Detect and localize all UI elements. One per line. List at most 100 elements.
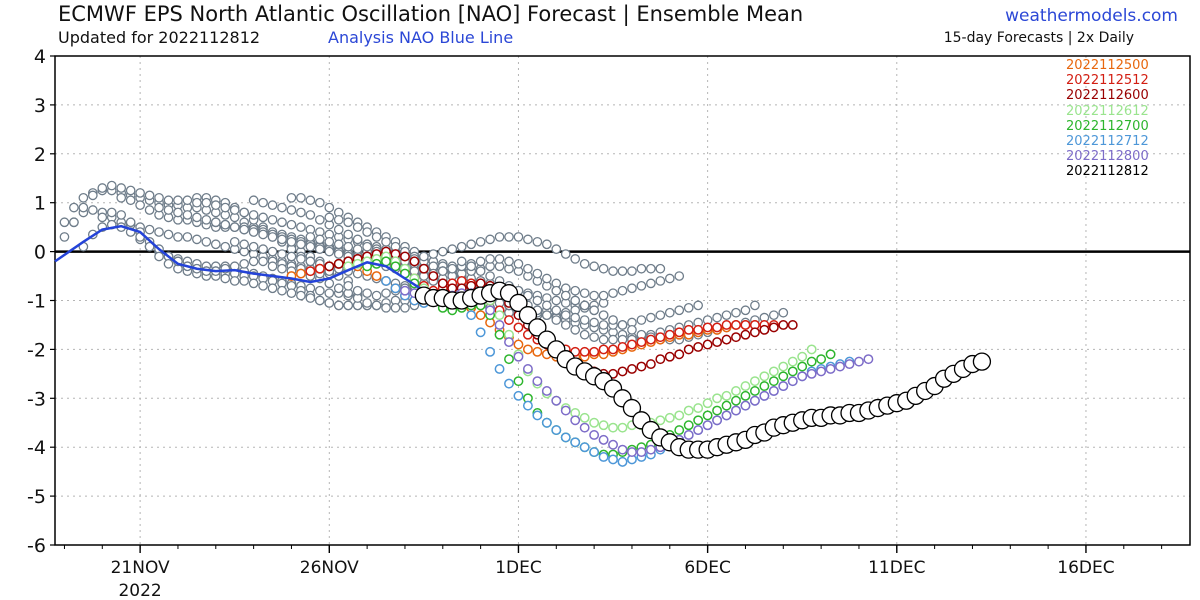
member-point xyxy=(210,239,221,250)
member-point xyxy=(541,273,552,284)
member-point xyxy=(182,195,193,206)
member-point xyxy=(258,244,268,255)
forecast-point xyxy=(570,437,581,448)
member-point xyxy=(239,224,250,235)
member-point xyxy=(655,276,666,286)
member-point xyxy=(390,302,401,313)
member-point xyxy=(608,315,618,325)
forecast-point xyxy=(598,420,609,431)
member-point xyxy=(598,290,609,301)
forecast-point xyxy=(759,371,770,382)
member-point xyxy=(324,202,335,213)
member-point xyxy=(305,232,316,242)
member-point xyxy=(106,207,117,218)
member-point xyxy=(267,200,278,210)
forecast-point xyxy=(778,361,789,372)
member-point xyxy=(589,290,599,301)
site-link[interactable]: weathermodels.com xyxy=(1005,6,1178,26)
forecast-point xyxy=(721,400,732,411)
member-point xyxy=(314,234,325,245)
forecast-point xyxy=(617,422,628,433)
member-point xyxy=(229,222,240,232)
member-point xyxy=(579,300,590,311)
member-point xyxy=(296,290,306,301)
forecast-point xyxy=(570,415,581,426)
member-point xyxy=(97,212,108,223)
member-point xyxy=(721,310,732,321)
member-point xyxy=(333,224,344,235)
member-point xyxy=(768,310,779,321)
member-point xyxy=(192,212,202,223)
forecast-point xyxy=(513,390,524,401)
member-point xyxy=(154,227,164,237)
forecast-point xyxy=(655,354,666,365)
forecast-point xyxy=(475,327,486,338)
y-tick-label: 2 xyxy=(34,144,46,166)
member-point xyxy=(182,210,193,220)
member-point xyxy=(532,236,543,247)
forecast-point xyxy=(768,366,779,377)
forecast-point xyxy=(513,351,524,362)
forecast-point xyxy=(749,386,760,396)
forecast-point xyxy=(513,339,524,350)
member-point xyxy=(504,256,514,267)
member-point xyxy=(646,312,656,323)
member-point xyxy=(466,239,477,250)
forecast-point xyxy=(721,334,732,345)
member-point xyxy=(116,210,127,220)
member-point xyxy=(314,214,325,225)
member-point xyxy=(296,222,306,232)
member-point xyxy=(485,254,495,264)
forecast-point xyxy=(381,256,391,267)
member-point xyxy=(333,249,344,259)
member-point xyxy=(144,224,155,235)
analysis-line xyxy=(54,224,425,292)
member-point xyxy=(69,217,79,228)
member-point xyxy=(277,217,287,228)
x-tick-label-year: 2022 xyxy=(118,581,161,600)
member-point xyxy=(163,258,174,269)
member-point xyxy=(655,263,666,274)
member-point xyxy=(154,251,164,262)
forecast-point xyxy=(768,376,779,387)
forecast-point xyxy=(390,261,401,272)
member-point xyxy=(229,236,240,247)
forecast-point xyxy=(551,395,562,406)
forecast-point xyxy=(674,425,685,436)
forecast-point xyxy=(655,332,666,343)
legend-entry: 2022112500 xyxy=(1066,58,1149,73)
forecast-point xyxy=(522,364,533,374)
forecast-point xyxy=(560,405,571,416)
plot-frame xyxy=(54,55,1191,546)
member-point xyxy=(608,334,618,345)
member-point xyxy=(59,232,70,242)
member-point xyxy=(277,249,287,259)
latest-forecast-point xyxy=(622,398,642,418)
forecast-point xyxy=(825,364,836,374)
member-point xyxy=(343,217,354,228)
forecast-point xyxy=(532,376,543,387)
forecast-point xyxy=(778,371,789,382)
member-point xyxy=(87,205,98,215)
member-point xyxy=(258,280,268,291)
member-point xyxy=(87,190,98,201)
member-point xyxy=(258,197,268,208)
y-tick-label: -1 xyxy=(27,291,46,313)
forecast-point xyxy=(712,405,723,416)
member-point xyxy=(163,205,174,215)
forecast-point xyxy=(693,403,704,414)
legend-entry: 2022112600 xyxy=(1066,88,1149,104)
forecast-point xyxy=(778,381,789,392)
forecast-point xyxy=(589,447,600,458)
member-point xyxy=(664,273,675,284)
forecast-point xyxy=(579,422,590,433)
forecast-point xyxy=(617,444,628,455)
member-point xyxy=(523,234,533,245)
forecast-point xyxy=(731,386,741,396)
y-tick-label: 1 xyxy=(34,193,46,215)
forecast-point xyxy=(759,324,770,335)
forecast-point xyxy=(598,434,609,445)
member-point xyxy=(210,200,221,210)
forecast-point xyxy=(749,376,760,387)
y-tick-label: -3 xyxy=(27,388,46,410)
